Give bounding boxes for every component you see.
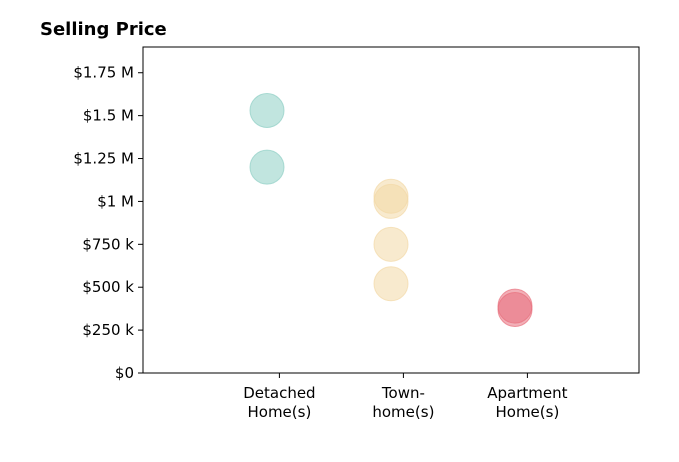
chart-title: Selling Price [40,19,167,40]
y-tick-label-3: $750 k [82,235,134,253]
x-tick-label-0-line-0: Detached [243,384,315,402]
plot-frame [142,46,640,374]
x-tick-label-2-line-0: Apartment [487,384,567,402]
y-tick-label-7: $1.75 M [73,64,134,82]
x-tick-label-1-line-0: Town- [381,384,425,402]
data-point-2-1 [497,292,533,328]
y-tick-label-0: $0 [115,364,134,382]
x-tick-label-0-line-1: Home(s) [247,403,311,421]
data-point-1-2 [373,226,409,262]
x-tick-label-2-line-1: Home(s) [495,403,559,421]
y-tick-label-4: $1 M [97,192,134,210]
data-point-0-0 [249,92,285,128]
data-point-1-1 [373,183,409,219]
data-points [249,92,533,328]
y-axis: $0 $250 k $500 k $750 k $1 M $1.25 M $1.5 M $1.… [73,64,143,382]
x-axis: DetachedHome(s)Town-home(s)ApartmentHome… [243,373,568,421]
y-tick-label-2: $500 k [82,278,134,296]
y-tick-label-6: $1.5 M [83,107,134,125]
x-tick-label-1-line-1: home(s) [372,403,434,421]
data-point-1-3 [373,266,409,302]
y-tick-label-1: $250 k [82,321,134,339]
y-tick-label-5: $1.25 M [73,150,134,168]
data-point-0-1 [249,149,285,185]
